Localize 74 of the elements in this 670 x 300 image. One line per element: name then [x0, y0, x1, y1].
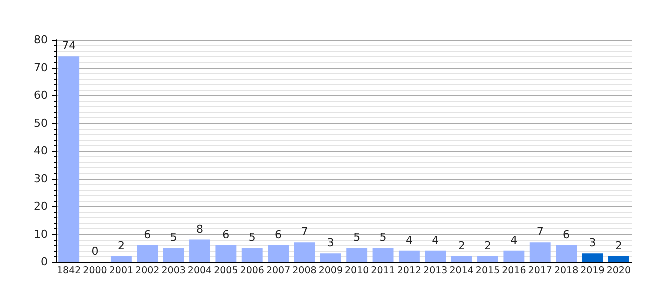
data-label: 4 — [510, 234, 518, 247]
x-tick-label: 2008 — [292, 266, 317, 276]
data-label: 2 — [118, 239, 125, 252]
y-tick-label: 30 — [34, 172, 48, 186]
x-tick-label: 2016 — [502, 266, 526, 276]
bar — [504, 250, 525, 262]
x-tick-label: 2007 — [266, 266, 291, 276]
bar — [190, 240, 210, 262]
bar — [530, 242, 551, 262]
y-tick-label: 70 — [34, 61, 48, 74]
data-label: 5 — [354, 231, 361, 244]
x-tick-label: 2005 — [214, 266, 238, 276]
bar — [163, 248, 184, 262]
data-label: 3 — [327, 236, 334, 250]
data-label: 0 — [92, 245, 99, 258]
data-label: 8 — [196, 222, 204, 236]
x-tick-label: 2018 — [554, 266, 579, 276]
data-label: 4 — [432, 234, 440, 247]
x-tick-label: 2011 — [371, 266, 396, 276]
y-tick-label: 0 — [41, 256, 48, 268]
y-tick-label: 60 — [34, 89, 48, 102]
bar — [398, 250, 420, 262]
bar — [451, 256, 472, 262]
bar — [294, 242, 316, 262]
x-tick-label: 2003 — [162, 266, 186, 276]
bar — [216, 245, 237, 262]
bar — [608, 256, 630, 262]
bar — [372, 248, 394, 262]
data-label: 6 — [563, 228, 570, 242]
bar — [110, 256, 132, 262]
data-label: 5 — [170, 231, 178, 244]
y-tick-label: 50 — [34, 116, 48, 130]
x-tick-label: 2014 — [450, 266, 474, 276]
bar — [320, 254, 342, 262]
data-label: 2 — [615, 239, 622, 252]
data-label: 6 — [144, 228, 152, 242]
x-tick-label: 2020 — [606, 266, 632, 276]
data-label: 74 — [62, 40, 76, 53]
x-tick-label: 2012 — [397, 266, 422, 276]
data-label: 7 — [301, 226, 308, 239]
x-tick-label: 2017 — [528, 266, 552, 276]
data-label: 5 — [248, 231, 256, 244]
data-label: 3 — [589, 236, 596, 250]
x-tick-label: 2010 — [344, 266, 370, 276]
bar — [137, 245, 158, 262]
x-tick-label: 1842 — [56, 266, 82, 276]
x-tick-label: 2009 — [318, 266, 344, 276]
data-label: 6 — [275, 228, 282, 242]
y-tick-label: 10 — [34, 228, 48, 241]
x-tick-label: 2015 — [476, 266, 500, 276]
bar — [346, 248, 368, 262]
bar — [58, 56, 80, 262]
x-tick-label: 2004 — [188, 266, 212, 276]
x-tick-label: 2013 — [424, 266, 448, 276]
bar — [582, 254, 604, 262]
x-tick-label: 2001 — [109, 266, 134, 276]
data-label: 4 — [406, 234, 413, 247]
data-label: 5 — [380, 231, 387, 244]
bar — [268, 245, 290, 262]
y-tick-label: 20 — [34, 200, 48, 213]
y-tick-label: 80 — [34, 34, 48, 46]
x-tick-label: 2000 — [83, 266, 108, 276]
bar — [425, 250, 446, 262]
bar — [556, 245, 578, 262]
data-label: 6 — [222, 228, 230, 242]
x-tick-label: 2019 — [580, 266, 605, 276]
data-label: 2 — [484, 239, 492, 252]
data-label: 7 — [536, 226, 544, 239]
bar — [242, 248, 263, 262]
x-tick-label: 2006 — [240, 266, 264, 276]
y-tick-label: 40 — [34, 144, 48, 158]
data-label: 2 — [458, 239, 466, 252]
bar — [478, 256, 498, 262]
x-tick-label: 2002 — [136, 266, 160, 276]
